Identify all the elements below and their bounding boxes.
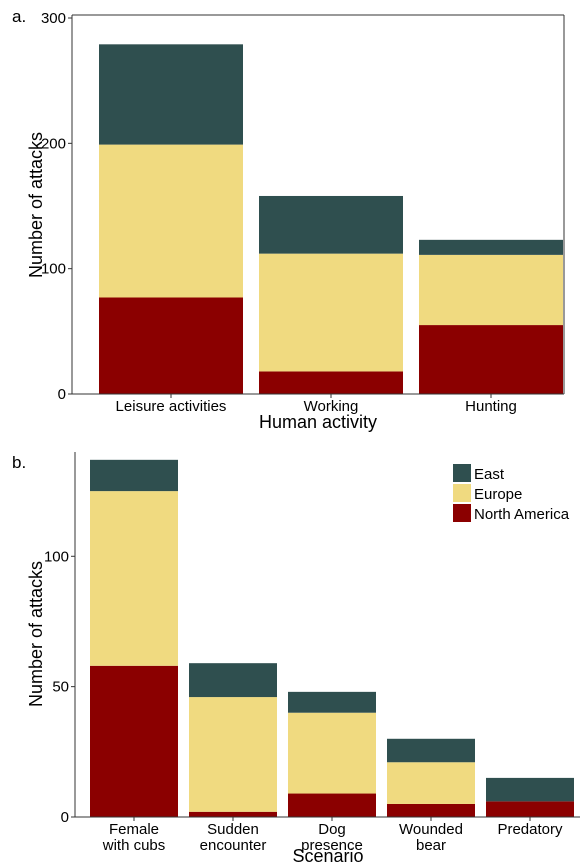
bar-segment-east xyxy=(288,691,376,713)
bar-segment-east xyxy=(189,663,277,698)
x-tick-label: Hunting xyxy=(465,398,517,415)
bar-segment-north-america xyxy=(99,297,243,394)
x-tick-label: Predatory xyxy=(497,821,563,838)
bar-segment-europe xyxy=(288,712,376,794)
x-tick-label-line: Leisure activities xyxy=(116,398,227,415)
bar-segment-europe xyxy=(419,254,563,326)
panel-b-y-axis-title: Number of attacks xyxy=(26,561,46,707)
legend-swatch-east xyxy=(453,464,471,482)
bar-segment-east xyxy=(90,459,178,492)
y-tick-label: 100 xyxy=(41,261,66,278)
bar-segment-north-america xyxy=(90,665,178,817)
legend-swatch-north-america xyxy=(453,504,471,522)
panel-b-label: b. xyxy=(12,453,26,472)
panel-a-x-axis-title: Human activity xyxy=(259,412,377,432)
bar-segment-north-america xyxy=(419,325,563,394)
x-tick-label-line: with cubs xyxy=(102,837,166,854)
x-tick-label-line: Sudden xyxy=(207,821,259,838)
y-tick-label: 0 xyxy=(61,809,69,826)
y-tick-label: 200 xyxy=(41,135,66,152)
panel-b-x-ticks: Female with cubs Sudden encounter Dog presenc… xyxy=(102,817,563,854)
bar-segment-east xyxy=(259,195,403,254)
legend-label-north-america: North America xyxy=(474,506,570,523)
bar-segment-east xyxy=(419,239,563,255)
bar-segment-north-america xyxy=(189,811,277,817)
x-tick-label-line: Predatory xyxy=(497,821,563,838)
bar-segment-north-america xyxy=(387,803,475,817)
x-tick-label: Sudden encounter xyxy=(200,821,267,854)
x-tick-label-line: presence xyxy=(301,837,363,854)
legend: East Europe North America xyxy=(453,464,570,523)
bar-segment-east xyxy=(486,777,574,802)
bar-segment-north-america xyxy=(486,801,574,817)
y-tick-label: 50 xyxy=(52,679,69,696)
x-tick-label: Wounded bear xyxy=(399,821,463,854)
x-tick-label: Dog presence xyxy=(301,821,363,854)
x-tick-label-line: encounter xyxy=(200,837,267,854)
panel-b-y-ticks: 0 50 100 xyxy=(44,548,75,826)
bar-segment-north-america xyxy=(288,793,376,817)
x-tick-label-line: Dog xyxy=(318,821,346,838)
x-tick-label-line: Hunting xyxy=(465,398,517,415)
panel-a-label: a. xyxy=(12,7,26,26)
y-tick-label: 0 xyxy=(58,386,66,403)
x-tick-label: Female with cubs xyxy=(102,821,166,854)
bar-segment-north-america xyxy=(259,371,403,394)
panel-a-y-ticks: 0 100 200 300 xyxy=(41,10,72,403)
bar-segment-europe xyxy=(99,144,243,298)
panel-a-x-ticks: Leisure activities Working Hunting xyxy=(116,394,517,415)
panel-a-y-axis-title: Number of attacks xyxy=(26,132,46,278)
panel-a-bars xyxy=(99,44,563,394)
panel-b: b. 0 50 100 Female with cubs Sudden encounter… xyxy=(12,452,580,864)
bar-segment-europe xyxy=(387,762,475,804)
bar-segment-europe xyxy=(90,491,178,666)
panel-b-x-axis-title: Scenario xyxy=(292,846,363,864)
x-tick-label-line: Working xyxy=(304,398,359,415)
y-tick-label: 100 xyxy=(44,548,69,565)
x-tick-label: Leisure activities xyxy=(116,398,227,415)
bar-segment-europe xyxy=(259,253,403,372)
x-tick-label-line: bear xyxy=(416,837,446,854)
x-tick-label: Working xyxy=(304,398,359,415)
bar-segment-east xyxy=(387,738,475,763)
legend-label-east: East xyxy=(474,466,505,483)
x-tick-label-line: Female xyxy=(109,821,159,838)
bar-segment-east xyxy=(99,44,243,145)
bar-segment-europe xyxy=(189,697,277,812)
y-tick-label: 300 xyxy=(41,10,66,27)
legend-label-europe: Europe xyxy=(474,486,522,503)
x-tick-label-line: Wounded xyxy=(399,821,463,838)
legend-swatch-europe xyxy=(453,484,471,502)
panel-b-bars xyxy=(90,459,574,817)
